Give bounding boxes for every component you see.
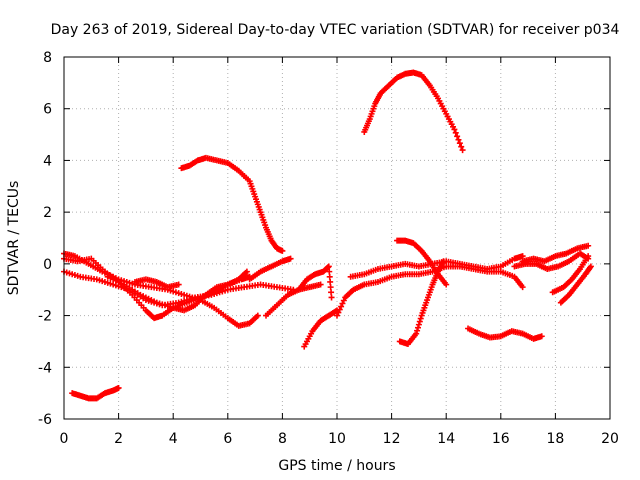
data-point-marker — [339, 300, 346, 307]
x-axis-label: GPS time / hours — [278, 458, 395, 474]
data-point-marker — [519, 253, 526, 260]
data-point-marker — [451, 126, 458, 133]
data-point-marker — [587, 263, 594, 270]
data-point-marker — [340, 297, 347, 304]
data-series — [61, 69, 594, 402]
data-point-marker — [414, 324, 421, 331]
data-point-marker — [326, 273, 333, 280]
series-track-14 — [394, 237, 450, 288]
data-point-marker — [459, 147, 466, 154]
series-track-6 — [178, 154, 286, 254]
series-track-16 — [465, 325, 545, 342]
y-tick-label: 2 — [43, 205, 52, 221]
data-point-marker — [326, 268, 333, 275]
data-point-marker — [455, 136, 462, 143]
data-point-marker — [454, 133, 461, 140]
x-tick-label: 20 — [601, 431, 619, 447]
data-point-marker — [243, 268, 250, 275]
data-point-marker — [452, 129, 459, 136]
data-point-marker — [328, 294, 335, 301]
data-point-marker — [328, 289, 335, 296]
data-point-marker — [336, 306, 343, 313]
data-point-marker — [417, 315, 424, 322]
data-point-marker — [456, 140, 463, 147]
data-point-marker — [115, 384, 122, 391]
data-point-marker — [324, 264, 331, 271]
series-track-5 — [131, 276, 182, 291]
data-point-marker — [519, 284, 526, 291]
data-point-marker — [287, 255, 294, 262]
series-track-20 — [557, 263, 594, 306]
data-point-marker — [279, 247, 286, 254]
y-tick-label: 6 — [43, 102, 52, 118]
data-point-marker — [334, 312, 340, 319]
grid-lines — [64, 57, 610, 419]
data-point-marker — [585, 253, 592, 260]
data-point-marker — [440, 258, 447, 265]
x-tick-label: 2 — [114, 431, 123, 447]
data-point-marker — [175, 281, 182, 288]
series-track-19 — [549, 253, 592, 296]
data-point-marker — [443, 281, 450, 288]
y-axis-ticks: -6 -4 -2 0 2 4 6 8 — [38, 50, 610, 428]
data-point-marker — [415, 321, 422, 328]
x-tick-label: 16 — [492, 431, 510, 447]
data-point-marker — [254, 312, 261, 319]
y-tick-label: 8 — [43, 50, 52, 66]
x-tick-label: 6 — [223, 431, 232, 447]
data-point-marker — [414, 327, 421, 334]
x-tick-label: 0 — [60, 431, 69, 447]
series-track-9 — [301, 307, 340, 350]
x-tick-label: 18 — [546, 431, 564, 447]
data-point-marker — [325, 263, 332, 270]
data-point-marker — [413, 330, 420, 337]
data-point-marker — [585, 242, 592, 249]
y-axis-label: SDTVAR / TECUs — [6, 181, 22, 296]
data-point-marker — [338, 303, 345, 310]
x-tick-label: 10 — [328, 431, 346, 447]
data-point-marker — [538, 333, 545, 340]
data-point-marker — [416, 318, 423, 325]
series-track-13 — [361, 69, 466, 154]
x-tick-label: 4 — [169, 431, 178, 447]
data-point-marker — [327, 278, 334, 285]
series-track-7 — [246, 255, 294, 283]
data-point-marker — [335, 309, 342, 316]
x-axis-ticks: 0 2 4 6 8 10 12 14 16 18 20 — [60, 57, 619, 447]
chart-title: Day 263 of 2019, Sidereal Day-to-day VTE… — [51, 22, 620, 38]
x-tick-label: 14 — [437, 431, 455, 447]
data-point-marker — [327, 284, 334, 291]
series-track-4 — [104, 268, 250, 314]
series-track-15 — [396, 258, 447, 348]
y-tick-label: -6 — [38, 412, 52, 428]
x-tick-label: 12 — [383, 431, 401, 447]
y-tick-label: 4 — [43, 153, 52, 169]
y-tick-label: 0 — [43, 257, 52, 273]
y-tick-label: -2 — [38, 309, 52, 325]
y-tick-label: -4 — [38, 360, 52, 376]
series-track-10 — [295, 263, 335, 301]
data-point-marker — [458, 143, 465, 150]
series-track-21 — [69, 384, 122, 402]
series-track-18 — [519, 242, 592, 265]
data-point-marker — [317, 281, 324, 288]
x-tick-label: 8 — [278, 431, 287, 447]
